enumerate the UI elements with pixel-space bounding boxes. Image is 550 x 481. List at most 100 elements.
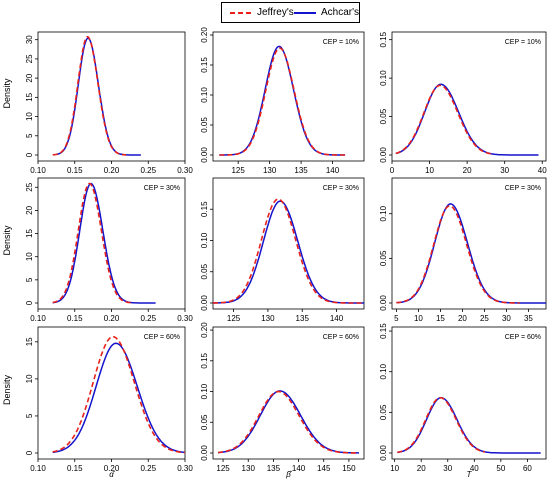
x-tick-label: 135 — [296, 314, 310, 323]
y-tick-label: 0.10 — [200, 232, 209, 248]
x-tick-label: 0.20 — [104, 314, 120, 323]
x-tick-label: 140 — [326, 166, 340, 175]
x-tick-label: 0.15 — [67, 464, 83, 473]
jeffreys-density-line — [395, 84, 494, 155]
y-tick-label: 0.15 — [379, 31, 388, 47]
y-tick-label: 0.00 — [379, 295, 388, 311]
y-tick-label: 0.10 — [379, 363, 388, 379]
achcars-density-line — [219, 45, 346, 156]
x-tick-label: 50 — [496, 464, 505, 473]
cep-annotation: CEP = 10% — [323, 39, 359, 46]
legend-item-jeffreys: Jeffrey's — [230, 7, 294, 18]
x-tick-label: 0.25 — [140, 464, 156, 473]
cep-annotation: CEP = 10% — [505, 39, 541, 46]
x-tick-label: 135 — [294, 166, 308, 175]
y-tick-label: 0.05 — [379, 404, 388, 420]
y-tick-label: 15 — [25, 92, 34, 101]
y-tick-label: 0.10 — [200, 383, 209, 399]
x-tick-label: 30 — [443, 464, 452, 473]
y-tick-label: 0 — [25, 450, 34, 455]
y-tick-label: 15 — [25, 337, 34, 346]
x-tick-label: 0.10 — [30, 166, 46, 175]
x-tick-label: 130 — [263, 166, 277, 175]
jeffreys-density-line — [52, 335, 186, 454]
y-tick-label: 0.15 — [200, 57, 209, 73]
y-tick-label: 0.15 — [200, 352, 209, 368]
jeffreys-density-line — [52, 35, 127, 156]
x-axis-label: β̂ — [285, 470, 293, 479]
x-tick-label: 0.20 — [104, 166, 120, 175]
x-tick-label: 140 — [330, 314, 344, 323]
y-tick-label: 0.10 — [379, 205, 388, 221]
y-tick-label: 5 — [25, 413, 34, 418]
y-axis-label: Density — [2, 225, 12, 256]
achcars-density-line — [395, 83, 539, 156]
panel-frame — [391, 177, 547, 310]
x-tick-label: 0.30 — [177, 166, 193, 175]
x-tick-label: 125 — [227, 314, 241, 323]
x-tick-label: 0.30 — [177, 464, 193, 473]
x-tick-label: 25 — [480, 314, 489, 323]
panel-frame — [37, 177, 186, 310]
panel-frame — [391, 326, 547, 460]
cep-annotation: CEP = 60% — [505, 334, 541, 341]
y-tick-label: 10 — [25, 112, 34, 121]
x-tick-label: 40 — [470, 464, 479, 473]
x-tick-label: 20 — [458, 314, 467, 323]
achcars-density-line — [217, 390, 360, 454]
legend-label-achcars: Achcar's — [321, 7, 360, 18]
legend-dashed-red-swatch — [230, 11, 252, 14]
x-tick-label: 0.15 — [67, 314, 83, 323]
x-tick-label: 0.15 — [67, 166, 83, 175]
y-tick-label: 25 — [25, 54, 34, 63]
x-tick-label: 0.10 — [30, 314, 46, 323]
y-tick-label: 0 — [25, 300, 34, 305]
y-tick-label: 0.00 — [200, 295, 209, 311]
achcars-density-line — [52, 182, 156, 304]
cep-annotation: CEP = 30% — [505, 185, 541, 192]
y-tick-label: 5 — [25, 277, 34, 282]
panel-5: 125 130 135 140 0.00 0.05 0.10 0.15 CEP = 30% — [200, 177, 365, 323]
x-tick-label: 35 — [524, 314, 533, 323]
achcars-density-line — [213, 200, 364, 304]
x-tick-label: 130 — [261, 314, 275, 323]
y-tick-label: 0.10 — [379, 70, 388, 86]
y-tick-label: 0.15 — [379, 323, 388, 339]
jeffreys-density-line — [217, 390, 359, 454]
x-tick-label: 0.10 — [30, 464, 46, 473]
y-tick-label: 10 — [25, 374, 34, 383]
y-tick-label: 0.20 — [200, 27, 209, 43]
y-tick-label: 0.05 — [200, 414, 209, 430]
x-tick-label: 145 — [317, 464, 331, 473]
y-tick-label: 0.00 — [200, 147, 209, 163]
y-axis-label: Density — [2, 374, 12, 405]
x-tick-label: 130 — [242, 464, 256, 473]
panel-frame — [391, 31, 547, 162]
x-tick-label: 135 — [267, 464, 281, 473]
x-tick-label: 125 — [216, 464, 230, 473]
y-tick-label: 0.05 — [200, 263, 209, 279]
jeffreys-density-line — [213, 198, 364, 304]
jeffreys-density-line — [396, 205, 520, 304]
jeffreys-density-line — [219, 47, 346, 156]
y-tick-label: 0.20 — [200, 322, 209, 338]
y-tick-label: 20 — [25, 73, 34, 82]
x-tick-label: 125 — [231, 166, 245, 175]
cep-annotation: CEP = 60% — [323, 334, 359, 341]
x-tick-label: 20 — [417, 464, 426, 473]
x-tick-label: 150 — [342, 464, 356, 473]
panel-2: 125 130 135 140 0.00 0.05 0.10 0.15 0.20 CEP = 10… — [200, 27, 365, 175]
panel-frame — [212, 177, 365, 310]
x-tick-label: 60 — [523, 464, 532, 473]
x-axis-label: T — [467, 470, 473, 479]
cep-annotation: CEP = 60% — [144, 334, 180, 341]
x-tick-label: 30 — [502, 314, 511, 323]
x-tick-label: 0.20 — [104, 464, 120, 473]
panel-7: 0.10 0.15 0.20 0.25 0.30 0 5 10 15 CEP = 60% Densi… — [2, 326, 193, 479]
y-tick-label: 15 — [25, 229, 34, 238]
cep-annotation: CEP = 30% — [323, 185, 359, 192]
x-tick-label: 0.30 — [177, 314, 193, 323]
y-tick-label: 25 — [25, 182, 34, 191]
y-tick-label: 10 — [25, 252, 34, 261]
